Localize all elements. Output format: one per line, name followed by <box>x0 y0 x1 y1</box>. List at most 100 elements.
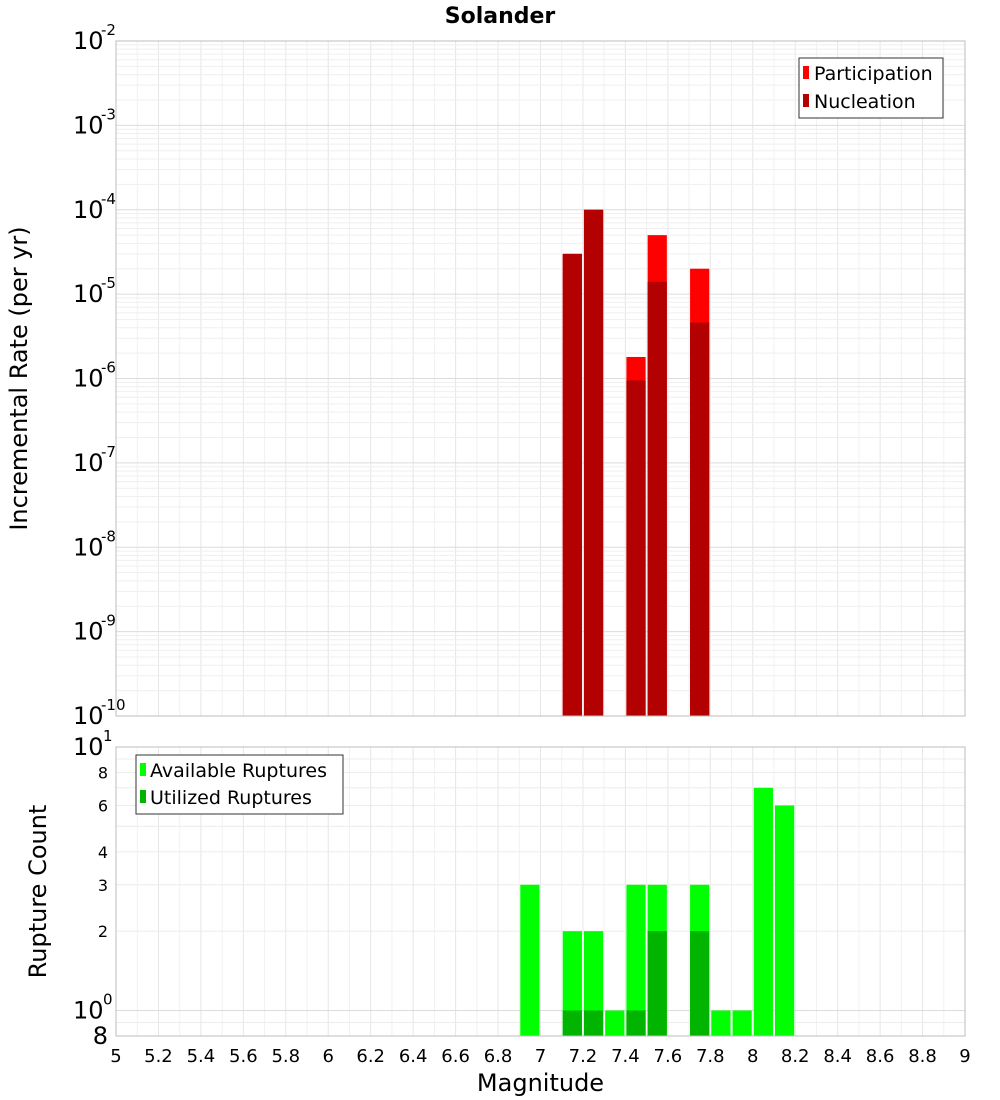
bar-utilized-ruptures <box>583 1010 604 1036</box>
top-y-tick: 10-4 <box>73 190 116 224</box>
bar-nucleation <box>626 380 646 716</box>
top-y-tick: 10-7 <box>73 443 116 477</box>
x-tick-label: 6.6 <box>441 1046 470 1067</box>
legend-label-nucleation: Nucleation <box>814 91 916 113</box>
top-legend-box <box>798 57 944 119</box>
legend-label-available-ruptures: Available Ruptures <box>150 760 327 782</box>
bar-available-ruptures <box>520 884 540 1036</box>
top-y-tick-exp: -4 <box>101 190 116 208</box>
top-y-tick-exp: -7 <box>101 443 116 461</box>
top-y-tick-exp: -5 <box>101 274 116 292</box>
bar-available-ruptures <box>605 1010 625 1036</box>
top-y-tick-base: 10 <box>73 702 104 730</box>
top-legend: Participation Nucleation <box>798 57 944 119</box>
x-tick-label: 5.4 <box>187 1046 216 1067</box>
bottom-y-tick-base: 10 <box>73 996 104 1024</box>
top-y-tick-exp: -9 <box>101 612 116 630</box>
bar-utilized-ruptures <box>647 931 667 1036</box>
bottom-y-axis-label: Rupture Count <box>24 805 52 979</box>
bar-utilized-ruptures <box>690 931 710 1036</box>
x-tick-label: 8 <box>747 1046 758 1067</box>
top-y-tick: 10-10 <box>73 696 126 730</box>
bottom-y-tick-major: 10 0 <box>73 990 113 1024</box>
top-plot: 10-1010-910-810-710-610-510-410-310-2Inc… <box>5 21 966 730</box>
top-plot-border <box>115 40 966 717</box>
x-tick-label: 9 <box>959 1046 970 1067</box>
x-tick-label: 7.2 <box>569 1046 598 1067</box>
bar-available-ruptures <box>774 805 795 1036</box>
bar-nucleation <box>647 281 667 716</box>
legend-swatch-nucleation <box>803 94 809 107</box>
bottom-y-tick-minor: 2 <box>98 922 108 941</box>
top-y-tick-base: 10 <box>73 280 104 308</box>
top-y-tick: 10-9 <box>73 612 116 646</box>
x-tick-label: 6.4 <box>399 1046 428 1067</box>
legend-label-participation: Participation <box>814 63 933 85</box>
bar-utilized-ruptures <box>562 1010 582 1036</box>
legend-label-utilized-ruptures: Utilized Ruptures <box>150 787 312 809</box>
bar-nucleation <box>583 209 604 716</box>
top-y-tick-base: 10 <box>73 27 104 55</box>
bottom-plot-border <box>115 746 966 1037</box>
top-y-tick-exp: -10 <box>101 696 126 714</box>
bottom-y-tick-minor: 8 <box>98 764 108 783</box>
bar-utilized-ruptures <box>626 1010 646 1036</box>
x-tick-label: 6.8 <box>484 1046 513 1067</box>
bottom-y-tick-minor: 6 <box>98 796 108 815</box>
bar-nucleation <box>562 253 582 716</box>
bar-available-ruptures <box>711 1010 731 1036</box>
x-tick-label: 8.6 <box>866 1046 895 1067</box>
top-y-tick-exp: -2 <box>101 21 116 39</box>
top-y-tick-exp: -8 <box>101 527 116 545</box>
x-tick-label: 7.4 <box>611 1046 640 1067</box>
top-y-tick: 10-6 <box>73 359 116 393</box>
top-y-tick: 10-5 <box>73 274 116 308</box>
bottom-y-tick-minor: 3 <box>98 876 108 895</box>
top-y-tick: 10-3 <box>73 105 116 139</box>
bottom-y-tick-base: 10 <box>73 733 104 761</box>
top-y-tick: 10-8 <box>73 527 116 561</box>
top-y-tick-exp: -6 <box>101 359 116 377</box>
chart-title: Solander <box>445 4 556 29</box>
bar-available-ruptures <box>732 1010 752 1036</box>
x-tick-label: 6 <box>323 1046 334 1067</box>
bottom-y-tick-major: 10 1 <box>73 727 113 761</box>
bar-available-ruptures <box>626 884 646 1036</box>
x-tick-label: 8.2 <box>781 1046 810 1067</box>
x-tick-label: 5.2 <box>144 1046 173 1067</box>
legend-swatch-available-ruptures <box>140 763 146 776</box>
top-y-tick-base: 10 <box>73 196 104 224</box>
legend-swatch-participation <box>803 66 809 79</box>
bar-available-ruptures <box>753 787 773 1036</box>
x-axis-label: Magnitude <box>477 1069 604 1097</box>
top-y-tick-base: 10 <box>73 449 104 477</box>
legend-swatch-utilized-ruptures <box>140 790 146 803</box>
x-tick-label: 5 <box>110 1046 121 1067</box>
bar-available-ruptures <box>562 931 582 1036</box>
top-y-tick-base: 10 <box>73 365 104 393</box>
top-y-tick-base: 10 <box>73 111 104 139</box>
x-tick-label: 7 <box>535 1046 546 1067</box>
x-tick-label: 8.4 <box>823 1046 852 1067</box>
bottom-y-tick-bottom: 8 <box>93 1022 108 1050</box>
x-tick-label: 6.2 <box>356 1046 385 1067</box>
top-y-axis-label: Incremental Rate (per yr) <box>5 226 33 530</box>
bottom-y-tick-minor: 4 <box>98 843 108 862</box>
bar-available-ruptures <box>583 931 604 1036</box>
bottom-y-tick-exp: 0 <box>103 990 113 1008</box>
bottom-legend-box <box>135 754 344 815</box>
x-tick-label: 8.8 <box>908 1046 937 1067</box>
x-tick-label: 7.6 <box>654 1046 683 1067</box>
bottom-legend: Available Ruptures Utilized Ruptures <box>135 754 344 815</box>
top-y-tick-base: 10 <box>73 618 104 646</box>
top-y-tick-exp: -3 <box>101 105 116 123</box>
top-y-tick-base: 10 <box>73 533 104 561</box>
x-tick-label: 7.8 <box>696 1046 725 1067</box>
x-tick-label: 5.8 <box>271 1046 300 1067</box>
bar-nucleation <box>690 322 710 716</box>
top-y-tick: 10-2 <box>73 21 116 55</box>
bottom-y-tick-exp: 1 <box>103 727 113 745</box>
